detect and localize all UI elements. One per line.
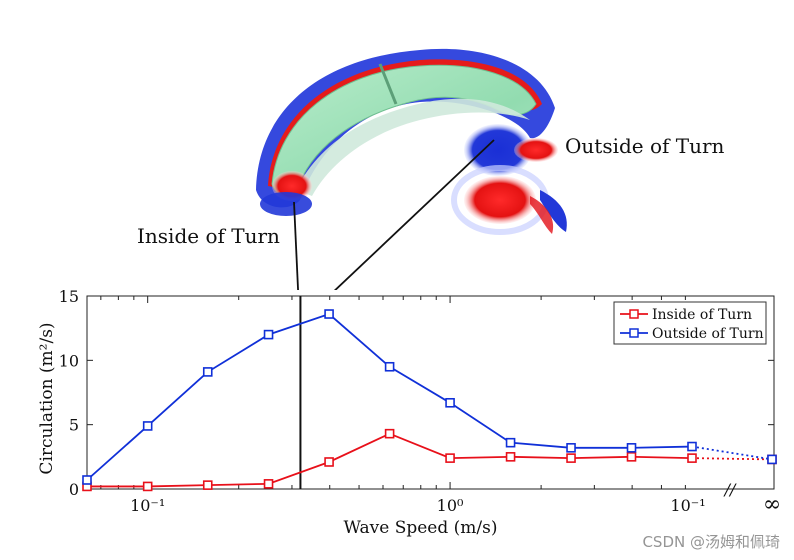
wake-vortex-red: [464, 176, 536, 224]
data-point-1-9: [628, 444, 636, 452]
data-point-1-3: [265, 331, 273, 339]
inside-arrow: [294, 202, 306, 290]
y-axis-label: Circulation (m²/s): [37, 322, 57, 474]
legend-label-1: Outside of Turn: [652, 326, 764, 342]
x-tick-label-1: 10⁰: [437, 496, 464, 515]
figure: Outside of Turn Inside of Turn 0 5 10 15 10⁻…: [0, 0, 794, 560]
data-point-0-11: [768, 455, 776, 463]
data-point-0-1: [144, 482, 152, 490]
x-tick-label-0: 10⁻¹: [130, 496, 165, 515]
legend-box: [614, 302, 766, 344]
data-point-1-4: [325, 310, 333, 318]
legend-marker-0: [630, 310, 638, 318]
csdn-watermark: CSDN @汤姆和佩琦: [642, 531, 780, 552]
data-point-1-7: [507, 439, 515, 447]
outside-of-turn-label: Outside of Turn: [565, 134, 724, 158]
series-dotted-tail-0: [692, 458, 772, 459]
series-line-0: [87, 434, 692, 487]
legend-label-0: Inside of Turn: [652, 307, 752, 323]
series-dotted-tail-1: [692, 447, 772, 460]
data-point-0-8: [567, 454, 575, 462]
data-point-0-6: [446, 454, 454, 462]
data-point-1-0: [83, 476, 91, 484]
outside-tip-vortex-red: [514, 138, 558, 162]
plot-frame: [87, 296, 774, 489]
data-point-0-5: [386, 430, 394, 438]
data-point-1-5: [386, 363, 394, 371]
data-point-0-2: [204, 481, 212, 489]
data-point-1-11: [768, 455, 776, 463]
series-line-1: [87, 314, 692, 480]
outside-arrow: [312, 140, 494, 290]
data-point-0-9: [628, 453, 636, 461]
data-point-0-7: [507, 453, 515, 461]
x-tick-label-3: ∞: [763, 492, 781, 517]
inside-of-turn-label: Inside of Turn: [137, 224, 280, 248]
data-point-0-4: [325, 458, 333, 466]
legend-marker-1: [630, 329, 638, 337]
data-point-1-1: [144, 422, 152, 430]
axis-break-symbol: //: [723, 480, 737, 499]
data-point-1-10: [688, 443, 696, 451]
data-point-1-6: [446, 399, 454, 407]
data-point-1-8: [567, 444, 575, 452]
data-point-0-0: [83, 482, 91, 490]
y-tick-label-10: 10: [59, 351, 79, 370]
data-point-0-10: [688, 454, 696, 462]
x-axis-label: Wave Speed (m/s): [344, 518, 498, 538]
x-tick-label-2: 10⁻¹: [670, 496, 705, 515]
y-tick-label-5: 5: [69, 416, 79, 435]
data-point-1-2: [204, 368, 212, 376]
data-point-0-3: [265, 480, 273, 488]
inside-tip-vortex-blue: [260, 192, 312, 216]
y-tick-label-0: 0: [69, 480, 79, 499]
